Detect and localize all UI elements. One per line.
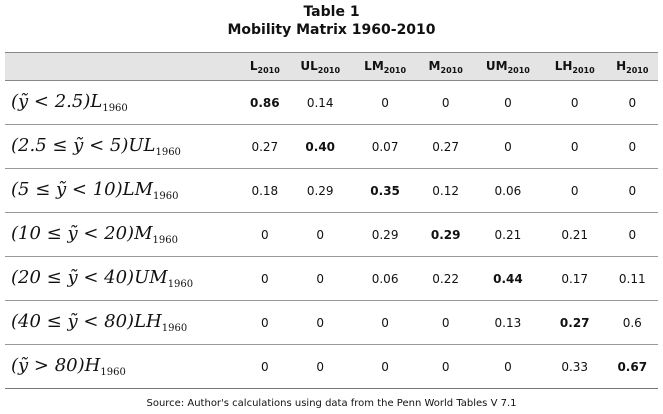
- row-year: 1960: [167, 279, 194, 290]
- table-row: (20 ≤ ỹ < 40)UM1960 0 0 0.06 0.22 0.44 0.17 0.1…: [5, 257, 658, 301]
- table-row: (2.5 ≤ ỹ < 5)UL1960 0.27 0.40 0.07 0.27 0 0 0: [5, 125, 658, 169]
- table-cell: 0.13: [494, 315, 522, 330]
- column-header-lm: LM2010: [351, 52, 419, 81]
- table-cell: 0.27: [559, 315, 590, 330]
- table-cell: 0.21: [494, 227, 522, 242]
- table-cell: 0: [316, 271, 325, 286]
- row-label: (ỹ < 2.5)L1960: [5, 81, 241, 125]
- table-cell: 0.06: [371, 271, 399, 286]
- column-header-ul: UL2010: [288, 52, 352, 81]
- row-condition: (ỹ > 80): [11, 355, 85, 376]
- row-year: 1960: [153, 191, 179, 202]
- column-header-lh: LH2010: [542, 52, 607, 81]
- table-cell: 0: [381, 95, 389, 110]
- table-cell: 0.22: [432, 271, 460, 286]
- table-cell: 0: [261, 271, 269, 286]
- table-cell: 0: [316, 315, 325, 330]
- table-cell: 0: [316, 359, 325, 374]
- table-cell: 0: [628, 183, 637, 198]
- table-cell: 0: [504, 139, 512, 154]
- row-year: 1960: [161, 323, 188, 334]
- source-note: Source: Author's calculations using data…: [146, 398, 517, 409]
- row-condition: (ỹ < 2.5): [11, 91, 91, 112]
- row-year: 1960: [100, 367, 126, 378]
- table-cell: 0: [316, 227, 325, 242]
- table-cell: 0.06: [494, 183, 522, 198]
- table-cell: 0: [628, 95, 637, 110]
- table-cell: 0.6: [622, 315, 642, 330]
- row-condition: (40 ≤ ỹ < 80): [11, 311, 135, 332]
- table-cell: 0: [570, 183, 579, 198]
- table-subtitle: Mobility Matrix 1960-2010: [227, 22, 436, 38]
- table-cell: 0.29: [306, 183, 334, 198]
- table-row: (10 ≤ ỹ < 20)M1960 0 0 0.29 0.29 0.21 0.21 0: [5, 213, 658, 257]
- table-cell: 0.27: [251, 139, 279, 154]
- row-category: UL: [128, 135, 156, 156]
- row-condition: (20 ≤ ỹ < 40): [11, 267, 135, 288]
- row-category: LM: [122, 179, 154, 200]
- table-cell: 0: [261, 315, 269, 330]
- row-label: (20 ≤ ỹ < 40)UM1960: [5, 257, 241, 301]
- column-header-um: UM2010: [472, 52, 543, 81]
- table-cell: 0.21: [561, 227, 589, 242]
- table-cell: 0.67: [617, 359, 648, 374]
- table-cell: 0: [504, 359, 512, 374]
- table-cell: 0.44: [493, 271, 523, 286]
- row-year: 1960: [155, 147, 181, 158]
- row-condition: (2.5 ≤ ỹ < 5): [11, 135, 129, 156]
- table-cell: 0: [381, 359, 389, 374]
- row-year: 1960: [152, 235, 178, 246]
- table-cell: 0: [441, 315, 450, 330]
- table-cell: 0.12: [432, 183, 460, 198]
- table-row: (ỹ < 2.5)L1960 0.86 0.14 0 0 0 0 0: [5, 81, 658, 125]
- table-row: (ỹ > 80)H1960 0 0 0 0 0 0.33 0.67: [5, 345, 658, 389]
- row-category: L: [90, 91, 103, 112]
- table-title: Table 1: [303, 4, 360, 20]
- row-category: M: [134, 223, 153, 244]
- table-cell: 0.86: [250, 95, 280, 110]
- table-cell: 0: [441, 359, 450, 374]
- row-category: H: [84, 355, 101, 376]
- row-category: LH: [134, 311, 162, 332]
- table-cell: 0.35: [370, 183, 400, 198]
- row-year: 1960: [102, 103, 128, 114]
- row-label: (2.5 ≤ ỹ < 5)UL1960: [5, 125, 241, 169]
- table-cell: 0.29: [371, 227, 399, 242]
- table-cell: 0: [570, 139, 579, 154]
- table-cell: 0.17: [561, 271, 589, 286]
- table-cell: 0.29: [430, 227, 461, 242]
- table-cell: 0: [261, 359, 269, 374]
- row-label: (40 ≤ ỹ < 80)LH1960: [5, 301, 241, 345]
- table-cell: 0: [441, 95, 450, 110]
- table-cell: 0.07: [371, 139, 399, 154]
- table-body: (ỹ < 2.5)L1960 0.86 0.14 0 0 0 0 0 (2.5 ≤ ỹ < 5)…: [5, 81, 658, 389]
- header-row: L2010 UL2010 LM2010 M2010 UM2010 LH2010 …: [5, 52, 658, 81]
- header-corner-cell: [5, 52, 241, 81]
- table-header: L2010 UL2010 LM2010 M2010 UM2010 LH2010 …: [5, 52, 658, 81]
- table-row: (5 ≤ ỹ < 10)LM1960 0.18 0.29 0.35 0.12 0.06 0 0: [5, 169, 658, 213]
- row-condition: (10 ≤ ỹ < 20): [11, 223, 135, 244]
- table-cell: 0.11: [618, 271, 646, 286]
- column-header-l: L2010: [241, 52, 289, 81]
- table-cell: 0: [628, 227, 637, 242]
- table-cell: 0: [381, 315, 389, 330]
- column-header-m: M2010: [418, 52, 473, 81]
- table-cell: 0.14: [306, 95, 334, 110]
- table-cell: 0.33: [561, 359, 589, 374]
- row-label: (5 ≤ ỹ < 10)LM1960: [5, 169, 241, 213]
- row-label: (10 ≤ ỹ < 20)M1960: [5, 213, 241, 257]
- table-cell: 0.18: [251, 183, 279, 198]
- table-row: (40 ≤ ỹ < 80)LH1960 0 0 0 0 0.13 0.27 0.6: [5, 301, 658, 345]
- table-cell: 0.40: [305, 139, 336, 154]
- table-cell: 0.27: [432, 139, 460, 154]
- row-condition: (5 ≤ ỹ < 10): [11, 179, 123, 200]
- row-category: UM: [134, 267, 168, 288]
- table-cell: 0: [628, 139, 637, 154]
- table-cell: 0: [504, 95, 512, 110]
- mobility-matrix-table: L2010 UL2010 LM2010 M2010 UM2010 LH2010 …: [5, 52, 658, 389]
- table-cell: 0: [261, 227, 269, 242]
- column-header-h: H2010: [606, 52, 658, 81]
- table-cell: 0: [570, 95, 579, 110]
- row-label: (ỹ > 80)H1960: [5, 345, 241, 389]
